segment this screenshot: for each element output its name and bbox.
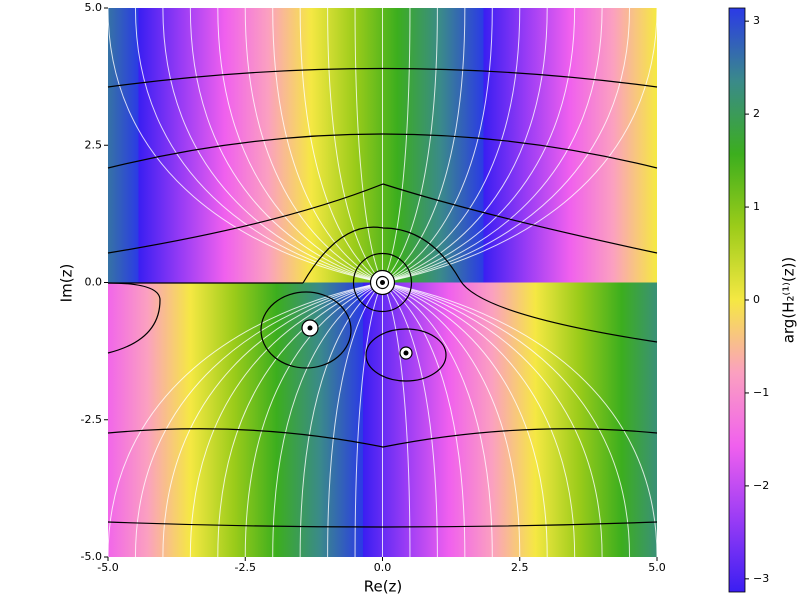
colorbar-tick-label: −3: [753, 572, 769, 585]
phase-contour: [299, 7, 383, 283]
modulus-contour: [107, 521, 658, 528]
colorbar-label: arg(H₂⁽¹⁾(z)): [780, 257, 798, 344]
phase-contour: [217, 7, 383, 283]
y-tick-label: 2.5: [85, 138, 103, 151]
phase-contour: [354, 282, 383, 558]
phase-contour: [382, 7, 521, 283]
singularity: [307, 325, 313, 331]
phase-contour: [107, 282, 383, 558]
modulus-contour: [107, 133, 658, 169]
phase-contour: [162, 7, 383, 283]
y-tick-label: 0.0: [85, 276, 103, 289]
phase-contour: [382, 7, 438, 283]
phase-contour: [382, 282, 493, 558]
colorbar: [728, 7, 746, 593]
phase-contour: [382, 282, 466, 558]
modulus-contour: [365, 328, 447, 382]
modulus-contour: [352, 252, 413, 313]
phase-contour: [382, 7, 411, 283]
x-tick-label: -5.0: [97, 561, 118, 574]
phase-contour: [189, 7, 383, 283]
x-tick-label: 0.0: [374, 561, 392, 574]
modulus-contour: [107, 282, 161, 354]
singularity: [403, 350, 409, 356]
phase-contour: [382, 282, 438, 558]
y-axis-label: Im(z): [58, 264, 76, 303]
modulus-contour: [107, 428, 658, 448]
phase-contour: [244, 282, 383, 558]
singularity: [380, 280, 385, 285]
y-tick-label: -5.0: [81, 550, 102, 563]
phase-contour: [382, 282, 411, 558]
x-tick-label: 5.0: [648, 561, 666, 574]
y-tick-label: -2.5: [81, 413, 102, 426]
phase-contour: [382, 7, 493, 283]
phase-contour: [272, 7, 383, 283]
phase-contour: [134, 7, 383, 283]
phase-contour: [382, 7, 631, 283]
phase-contour: [382, 282, 576, 558]
colorbar-tick-label: 3: [753, 14, 760, 27]
phase-contour: [382, 7, 548, 283]
phase-contour: [382, 282, 548, 558]
phase-contour: [354, 7, 383, 283]
phase-contour: [244, 7, 383, 283]
colorbar-tick-label: −2: [753, 479, 769, 492]
modulus-contour: [260, 291, 352, 369]
phase-contour: [327, 7, 383, 283]
x-axis-label: Re(z): [364, 578, 403, 596]
phase-contour: [327, 282, 383, 558]
colorbar-tick-label: 0: [753, 293, 760, 306]
phase-contour: [162, 282, 383, 558]
phase-contour: [189, 282, 383, 558]
phase-contour: [382, 282, 658, 558]
phase-contour: [299, 282, 383, 558]
colorbar-tick-label: 1: [753, 200, 760, 213]
phase-contour: [134, 282, 383, 558]
phase-contour: [382, 282, 603, 558]
modulus-contour: [107, 67, 658, 88]
colorbar-tick-label: 2: [753, 107, 760, 120]
phase-contour: [217, 282, 383, 558]
phase-contour: [382, 282, 631, 558]
x-tick-label: 2.5: [511, 561, 529, 574]
x-tick-label: -2.5: [235, 561, 256, 574]
modulus-contour: [302, 226, 658, 343]
phase-contour: [382, 7, 603, 283]
modulus-contour: [107, 183, 658, 254]
phase-contour: [382, 282, 521, 558]
phase-contour: [382, 7, 658, 283]
phase-contour: [382, 7, 466, 283]
phase-contour: [107, 7, 383, 283]
y-tick-label: 5.0: [85, 1, 103, 14]
phase-contour: [382, 7, 576, 283]
colorbar-tick-label: −1: [753, 386, 769, 399]
